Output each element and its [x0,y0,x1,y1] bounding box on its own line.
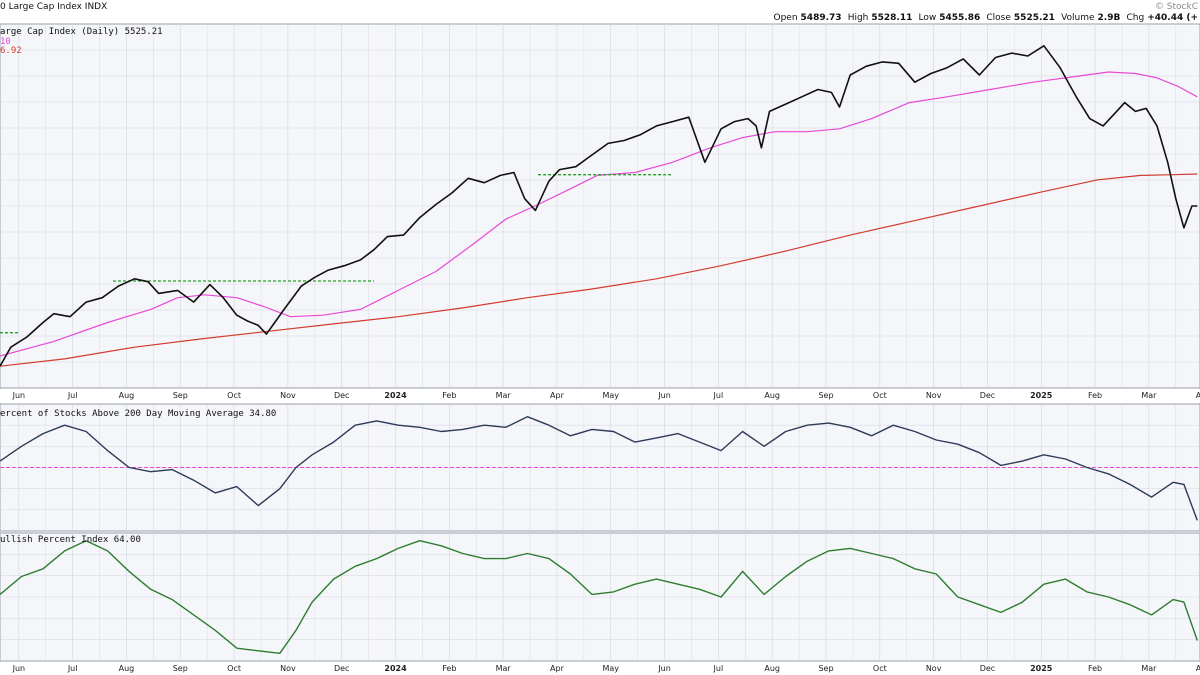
bpi-x-tick-label: Jun [657,664,671,673]
low-value: 5455.86 [939,13,981,23]
ma200-legend: 6.92 [0,46,22,56]
price-x-tick-label: 2024 [384,391,407,400]
price-x-tick-label: Jun [657,391,671,400]
ohlc-readout: Open 5489.73 High 5528.11 Low 5455.86 Close… [771,13,1199,23]
price-x-tick-label: Dec [980,391,995,400]
bpi-x-tick-label: Feb [1088,664,1102,673]
open-value: 5489.73 [800,13,842,23]
panel-1 [0,23,1200,389]
bpi-panel-title: ullish Percent Index 64.00 [0,535,141,545]
price-panel-title: arge Cap Index (Daily) 5525.21 [0,27,163,37]
price-x-tick-label: Feb [442,391,456,400]
price-x-tick-label: 2025 [1030,391,1053,400]
bpi-line [0,540,1198,654]
bpi-x-tick-label: 2025 [1030,664,1053,673]
panel-3 [0,532,1200,662]
price-x-tick-label: Jul [713,391,724,400]
price-x-tick-label: Mar [1141,391,1157,400]
bpi-x-tick-label: May [602,664,619,673]
price-x-tick-label: Jun [12,391,26,400]
index-symbol: INDX [84,2,108,12]
chg-label: Chg [1126,13,1145,23]
bpi-x-tick-label: Oct [873,664,887,673]
brand-watermark: © StockC [1154,2,1198,12]
bpi-x-tick-label: Dec [334,664,349,673]
bpi-x-tick-label: Aug [764,664,780,673]
breadth-line [0,416,1198,521]
bpi-x-tick-label: Sep [818,664,833,673]
ma200-line [0,173,1198,367]
bpi-x-tick-label: Mar [496,664,512,673]
ma50-legend: 10 [0,37,11,47]
bpi-x-tick-label: Mar [1141,664,1157,673]
price-x-tick-label: Aug [764,391,780,400]
bpi-x-tick-label: Apr [1196,664,1200,673]
bpi-x-tick-label: Jun [12,664,26,673]
price-x-tick-label: May [602,391,619,400]
index-name: 0 Large Cap Index [0,2,82,12]
close-label: Close [986,13,1011,23]
price-x-tick-label: Apr [550,391,565,400]
bpi-x-tick-label: Jul [713,664,724,673]
price-x-tick-label: Nov [280,391,296,400]
price-x-tick-label: Dec [334,391,349,400]
bpi-x-tick-label: Sep [173,664,188,673]
high-label: High [847,13,869,23]
open-label: Open [773,13,798,23]
high-value: 5528.11 [871,13,913,23]
low-label: Low [918,13,937,23]
volume-label: Volume [1061,13,1095,23]
bpi-x-tick-label: Apr [550,664,565,673]
close-value: 5525.21 [1013,13,1055,23]
price-x-tick-label: Mar [496,391,512,400]
panel-2 [0,403,1200,532]
price-x-tick-label: Apr [1196,391,1200,400]
chart-header-title: 0 Large Cap Index INDX [0,2,107,12]
bpi-x-tick-label: Nov [280,664,296,673]
price-line [0,44,1198,367]
breadth-panel-title: ercent of Stocks Above 200 Day Moving Av… [0,409,277,419]
bpi-x-tick-label: Dec [980,664,995,673]
price-x-tick-label: Jul [67,391,78,400]
price-x-tick-label: Aug [119,391,135,400]
price-x-tick-label: Sep [818,391,833,400]
bpi-x-tick-label: Jul [67,664,78,673]
bpi-x-tick-label: Aug [119,664,135,673]
volume-value: 2.9B [1097,13,1121,23]
chg-value: +40.44 (+ [1147,13,1198,23]
price-x-tick-label: Oct [873,391,887,400]
bpi-x-tick-label: Oct [227,664,241,673]
bpi-x-tick-label: Feb [442,664,456,673]
price-x-tick-label: Feb [1088,391,1102,400]
ma50-line [0,71,1198,357]
price-x-tick-label: Nov [926,391,942,400]
price-x-tick-label: Oct [227,391,241,400]
price-x-tick-label: Sep [173,391,188,400]
bpi-x-tick-label: 2024 [384,664,407,673]
bpi-x-tick-label: Nov [926,664,942,673]
